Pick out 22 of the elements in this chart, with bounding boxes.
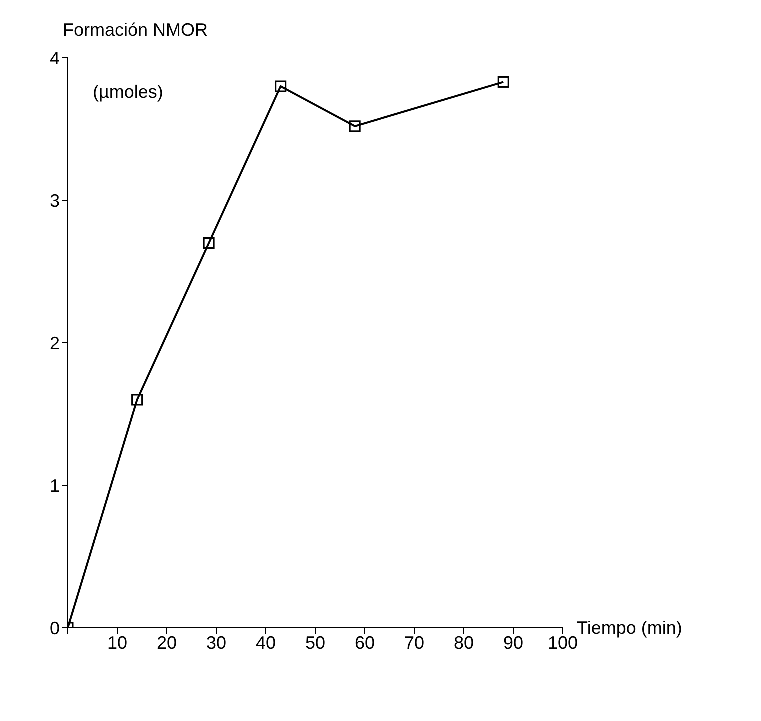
point xyxy=(349,120,361,132)
x-tick-label: 100 xyxy=(548,632,578,653)
x-axis-title: Tiempo (min) xyxy=(577,618,682,638)
x-tick-label: 80 xyxy=(454,632,474,653)
annotation: (µmoles) xyxy=(93,82,164,102)
x-tick-label: 10 xyxy=(107,632,128,653)
x-tick-label: 50 xyxy=(305,632,326,653)
x-tick-label: 30 xyxy=(206,632,227,653)
y-axis-title: Formación NMOR xyxy=(63,20,208,40)
point xyxy=(498,76,510,88)
x-tick-label: 20 xyxy=(156,632,178,653)
x-tick-label: 70 xyxy=(404,632,425,653)
x-tick-label: 90 xyxy=(503,632,524,653)
x-tick-label: 40 xyxy=(256,632,276,653)
x-tick-label: 60 xyxy=(354,632,376,653)
y-tick-label: 3 xyxy=(50,190,60,211)
point xyxy=(203,238,215,249)
y-tick-label: 0 xyxy=(50,618,60,638)
y-tick-label: 2 xyxy=(50,333,60,354)
y-tick-label: 4 xyxy=(50,48,60,68)
point xyxy=(275,80,287,92)
y-tick-label: 1 xyxy=(50,476,60,496)
